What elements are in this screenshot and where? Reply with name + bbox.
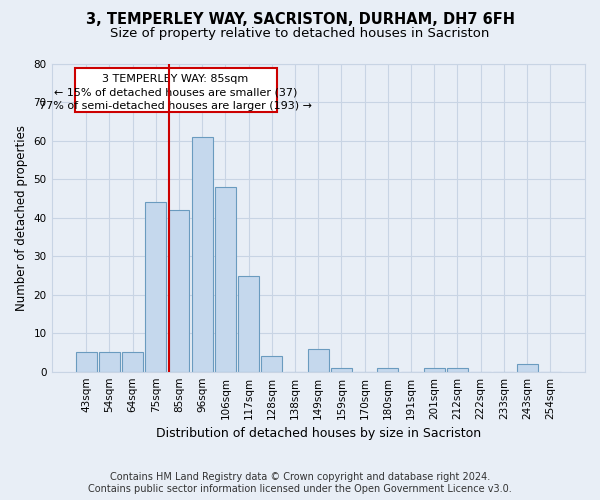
Bar (215, 187, 236, 372)
X-axis label: Distribution of detached houses by size in Sacriston: Distribution of detached houses by size … (156, 427, 481, 440)
Text: Size of property relative to detached houses in Sacriston: Size of property relative to detached ho… (110, 28, 490, 40)
Bar (74, 68, 277, 112)
Text: 77% of semi-detached houses are larger (193) →: 77% of semi-detached houses are larger (… (39, 100, 312, 110)
Bar (169, 210, 190, 372)
Bar (331, 368, 352, 372)
Bar (424, 368, 445, 372)
Bar (308, 348, 329, 372)
Bar (192, 137, 212, 372)
Bar (122, 352, 143, 372)
Bar (99, 352, 120, 372)
Bar (145, 202, 166, 372)
Text: 3 TEMPERLEY WAY: 85sqm: 3 TEMPERLEY WAY: 85sqm (103, 74, 248, 84)
Bar (262, 356, 283, 372)
Y-axis label: Number of detached properties: Number of detached properties (15, 125, 28, 311)
Text: ← 15% of detached houses are smaller (37): ← 15% of detached houses are smaller (37… (54, 87, 297, 97)
Bar (517, 364, 538, 372)
Text: 3, TEMPERLEY WAY, SACRISTON, DURHAM, DH7 6FH: 3, TEMPERLEY WAY, SACRISTON, DURHAM, DH7… (86, 12, 515, 28)
Bar (377, 368, 398, 372)
Text: Contains HM Land Registry data © Crown copyright and database right 2024.
Contai: Contains HM Land Registry data © Crown c… (88, 472, 512, 494)
Bar (238, 276, 259, 372)
Bar (447, 368, 468, 372)
Bar (76, 352, 97, 372)
